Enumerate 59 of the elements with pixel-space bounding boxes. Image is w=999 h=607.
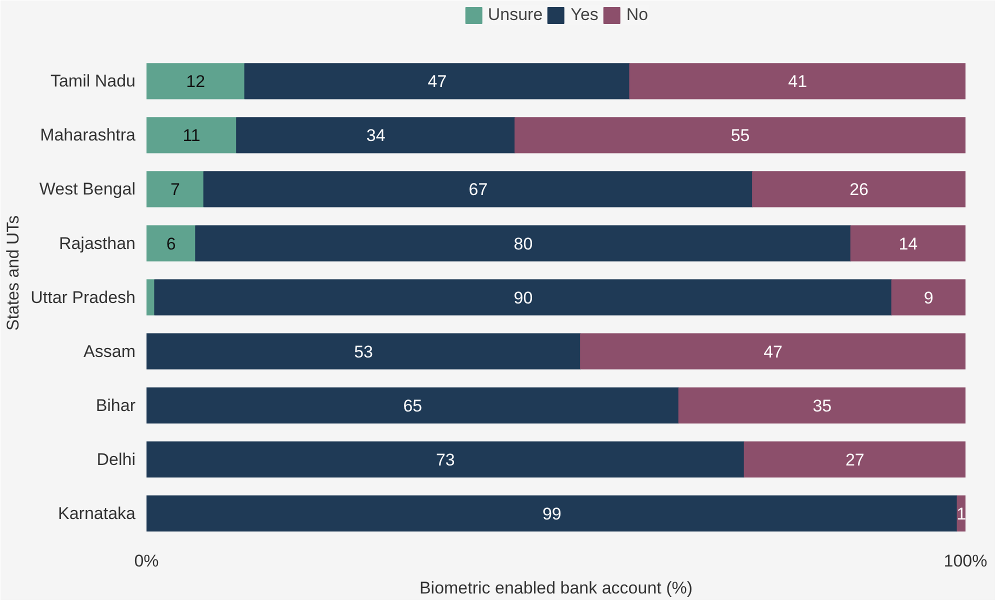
y-tick-label: Bihar	[96, 396, 136, 415]
data-label: 6	[166, 234, 176, 254]
y-tick-label: Delhi	[96, 450, 136, 469]
bar	[154, 279, 892, 316]
bar	[146, 441, 745, 478]
data-label: 53	[354, 342, 373, 362]
x-tick-label: 0%	[134, 552, 159, 570]
y-tick-label: West Bengal	[39, 180, 136, 199]
y-tick-label: Tamil Nadu	[50, 72, 136, 91]
y-tick-label: Karnataka	[58, 504, 136, 523]
data-label: 34	[366, 126, 386, 146]
data-label: 41	[788, 72, 808, 92]
bar	[146, 225, 196, 262]
y-tick-label: Assam	[84, 342, 136, 361]
data-label: 7	[170, 180, 180, 200]
x-tick-label: 100%	[944, 552, 988, 570]
bar	[629, 63, 966, 100]
bar	[146, 171, 204, 208]
data-label: 14	[898, 234, 918, 254]
data-label: 55	[730, 126, 750, 146]
bar	[146, 63, 246, 100]
bar	[146, 495, 958, 532]
data-label: 47	[764, 342, 782, 362]
data-label: 1	[956, 504, 966, 524]
data-label: 90	[514, 288, 533, 308]
y-tick-label: Rajasthan	[58, 234, 136, 253]
bar	[850, 225, 966, 262]
y-tick-label: Maharashtra	[40, 126, 136, 145]
bar	[203, 171, 754, 208]
bar	[891, 279, 966, 316]
bar	[146, 387, 680, 424]
bar	[146, 333, 582, 370]
data-label: 11	[182, 126, 200, 146]
bar	[244, 63, 630, 100]
bar	[146, 117, 238, 154]
bar	[236, 117, 516, 154]
bar	[580, 333, 966, 370]
data-label: 27	[845, 450, 864, 470]
y-axis-title: States and UTs	[4, 215, 23, 331]
bar	[678, 387, 966, 424]
bar	[514, 117, 966, 154]
data-label: 12	[186, 72, 206, 92]
bar	[744, 441, 966, 478]
legend-label: Unsure	[488, 5, 543, 25]
data-label: 67	[468, 180, 488, 200]
x-axis-title: Biometric enabled bank account (%)	[419, 578, 693, 598]
data-label: 9	[924, 288, 934, 308]
data-label: 47	[428, 72, 447, 92]
data-label: 73	[436, 450, 455, 470]
data-label: 35	[812, 396, 832, 416]
legend-label: Yes	[570, 5, 598, 25]
data-label: 99	[542, 504, 562, 524]
legend-label: No	[626, 5, 648, 25]
data-label: 80	[514, 234, 533, 254]
data-label: 26	[850, 180, 868, 200]
data-label: 65	[403, 396, 422, 416]
bar	[195, 225, 852, 262]
y-tick-label: Uttar Pradesh	[30, 288, 136, 307]
bar	[752, 171, 966, 208]
